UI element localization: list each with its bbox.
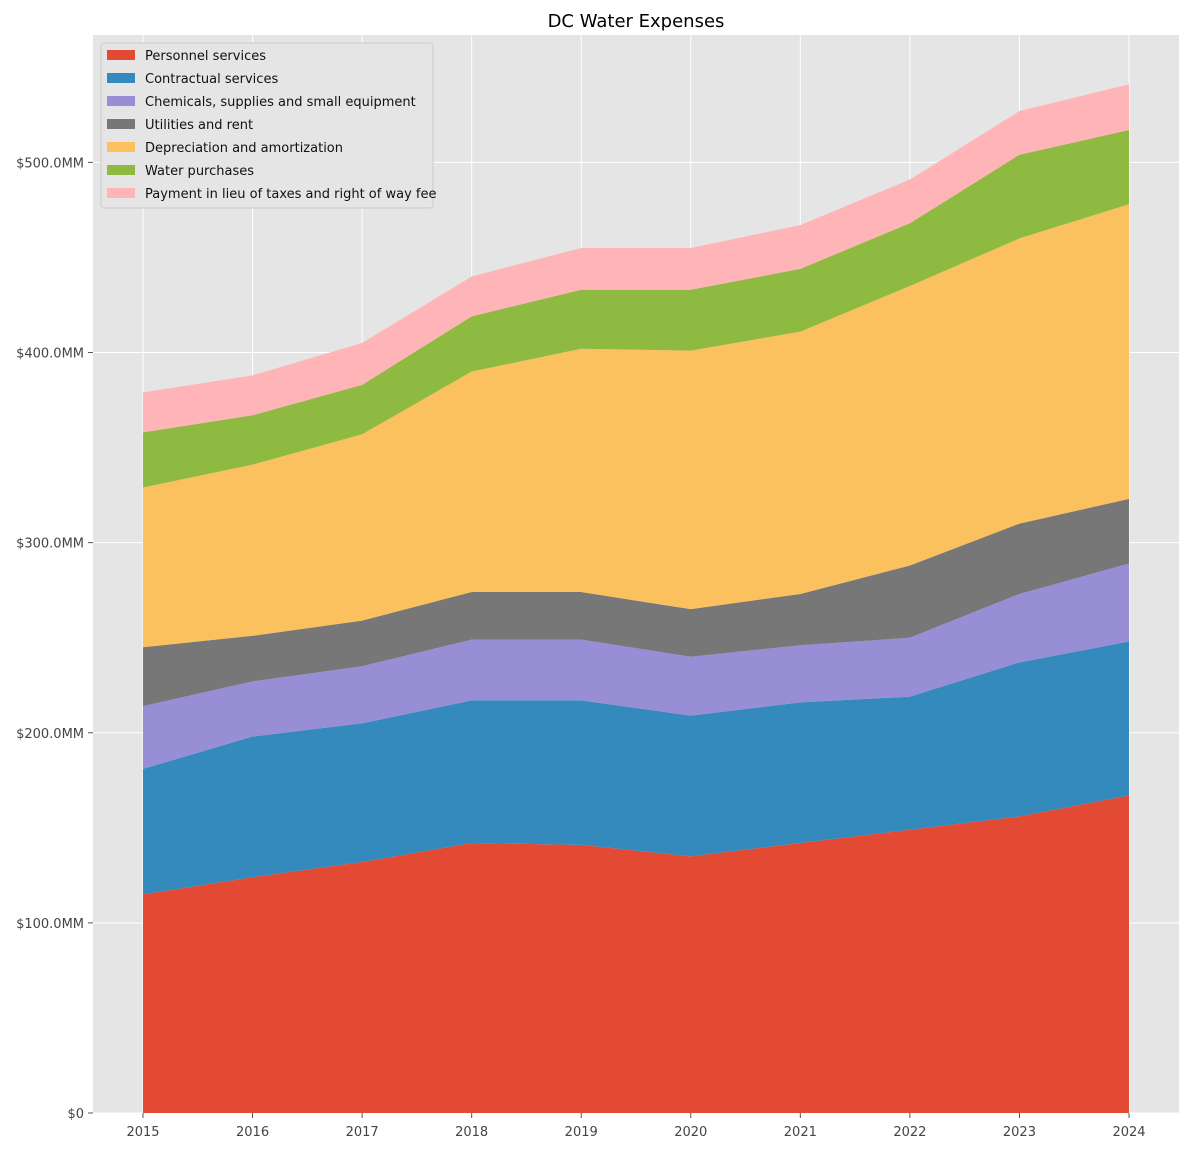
x-tick-label: 2016: [236, 1125, 269, 1140]
y-tick-label: $200.0MM: [16, 727, 84, 742]
x-tick-label: 2015: [126, 1125, 159, 1140]
legend-swatch-personnel-services: [107, 50, 135, 60]
legend-swatch-chemicals-supplies-and-small-equipment: [107, 96, 135, 106]
legend-label-payment-in-lieu-of-taxes-and-right-of-way-fee: Payment in lieu of taxes and right of wa…: [145, 187, 436, 202]
chart-title: DC Water Expenses: [548, 11, 725, 32]
x-tick-label: 2022: [893, 1125, 926, 1140]
area-payment-in-lieu-of-taxes-and-right-of-way-fee: [143, 84, 1129, 433]
legend-label-chemicals-supplies-and-small-equipment: Chemicals, supplies and small equipment: [145, 95, 416, 110]
x-tick-label: 2018: [455, 1125, 488, 1140]
x-tick-label: 2019: [565, 1125, 598, 1140]
legend-swatch-depreciation-and-amortization: [107, 142, 135, 152]
legend-swatch-water-purchases: [107, 165, 135, 175]
y-tick-label: $500.0MM: [16, 156, 84, 171]
y-tick-label: $100.0MM: [16, 917, 84, 932]
legend-label-utilities-and-rent: Utilities and rent: [145, 118, 253, 133]
area-depreciation-and-amortization: [143, 204, 1129, 648]
area-chemicals-supplies-and-small-equipment: [143, 563, 1129, 769]
x-tick-label: 2023: [1003, 1125, 1036, 1140]
legend-swatch-payment-in-lieu-of-taxes-and-right-of-way-fee: [107, 188, 135, 198]
legend-label-depreciation-and-amortization: Depreciation and amortization: [145, 141, 343, 156]
legend-label-water-purchases: Water purchases: [145, 164, 254, 179]
y-tick-label: $0: [67, 1107, 84, 1122]
y-tick-label: $300.0MM: [16, 537, 84, 552]
legend-box: [100, 42, 434, 209]
legend-label-contractual-services: Contractual services: [145, 72, 278, 87]
x-tick-label: 2021: [784, 1125, 817, 1140]
legend-swatch-utilities-and-rent: [107, 119, 135, 129]
legend-label-personnel-services: Personnel services: [145, 49, 266, 64]
x-tick-label: 2017: [346, 1125, 379, 1140]
y-tick-label: $400.0MM: [16, 347, 84, 362]
area-personnel-services: [143, 795, 1129, 1113]
area-water-purchases: [143, 130, 1129, 488]
axes: $0 $100.0MM $200.0MM $300.0MM $400.0MM $500.0…: [16, 156, 1145, 1140]
area-series: [143, 84, 1129, 1113]
area-contractual-services: [143, 641, 1129, 895]
legend: Personnel services Contractual services Ch…: [100, 42, 436, 209]
legend-swatch-contractual-services: [107, 73, 135, 83]
x-tick-label: 2024: [1112, 1125, 1145, 1140]
x-tick-label: 2020: [674, 1125, 707, 1140]
area-utilities-and-rent: [143, 498, 1129, 707]
